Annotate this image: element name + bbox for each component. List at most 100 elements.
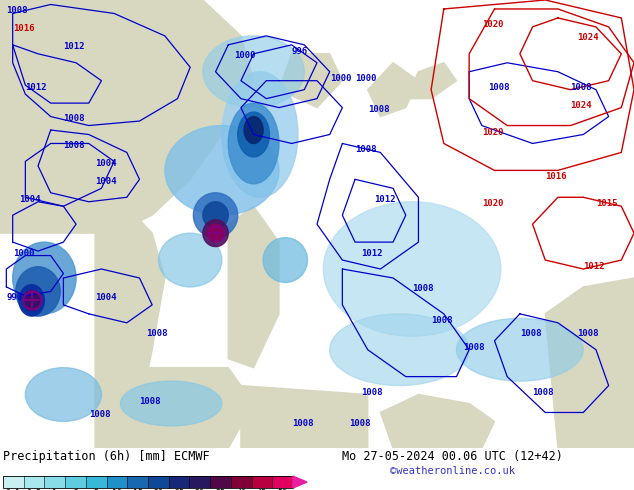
Text: 1008: 1008 — [146, 329, 167, 338]
Text: 1024: 1024 — [571, 100, 592, 110]
Bar — [65, 476, 86, 488]
Text: 1008: 1008 — [63, 114, 85, 123]
Text: 1008: 1008 — [89, 410, 110, 419]
Text: 1020: 1020 — [482, 127, 503, 137]
Text: 50: 50 — [278, 489, 288, 490]
Text: 30: 30 — [195, 489, 205, 490]
Text: 1012: 1012 — [63, 42, 85, 51]
Text: 1012: 1012 — [583, 262, 605, 271]
Polygon shape — [368, 63, 418, 117]
Ellipse shape — [203, 220, 228, 246]
Bar — [210, 476, 231, 488]
Polygon shape — [293, 476, 307, 488]
Text: 1008: 1008 — [355, 146, 377, 154]
Text: 1012: 1012 — [25, 83, 47, 92]
Bar — [127, 476, 148, 488]
Polygon shape — [228, 206, 279, 368]
Text: 1004: 1004 — [19, 195, 41, 204]
Polygon shape — [406, 63, 456, 98]
Bar — [148, 476, 169, 488]
Polygon shape — [241, 386, 368, 448]
Bar — [272, 476, 293, 488]
Text: 1016: 1016 — [13, 24, 34, 33]
Ellipse shape — [203, 36, 304, 108]
Text: 2: 2 — [73, 489, 78, 490]
Text: 1008: 1008 — [577, 329, 598, 338]
Ellipse shape — [16, 267, 60, 316]
Text: 1020: 1020 — [482, 199, 503, 208]
Ellipse shape — [244, 117, 263, 144]
Bar — [107, 476, 127, 488]
Ellipse shape — [238, 112, 269, 157]
Text: 20: 20 — [153, 489, 164, 490]
Text: 1008: 1008 — [520, 329, 541, 338]
Text: Mo 27-05-2024 00.06 UTC (12+42): Mo 27-05-2024 00.06 UTC (12+42) — [342, 450, 563, 464]
Polygon shape — [279, 54, 342, 108]
Bar — [252, 476, 272, 488]
Bar — [3, 476, 293, 488]
Text: 0.5: 0.5 — [27, 489, 42, 490]
Text: 1008: 1008 — [431, 316, 453, 325]
Text: 1000: 1000 — [355, 74, 377, 83]
Text: 996: 996 — [292, 47, 307, 56]
Bar — [231, 476, 252, 488]
Text: 1004: 1004 — [95, 294, 117, 302]
Ellipse shape — [165, 125, 279, 215]
Text: 15: 15 — [133, 489, 143, 490]
Ellipse shape — [158, 233, 222, 287]
Ellipse shape — [263, 238, 307, 282]
Ellipse shape — [19, 285, 44, 316]
Ellipse shape — [323, 202, 501, 336]
Ellipse shape — [24, 290, 39, 311]
Ellipse shape — [13, 242, 76, 314]
Text: 1008: 1008 — [361, 388, 383, 396]
Text: 10: 10 — [112, 489, 122, 490]
Text: 1000: 1000 — [330, 74, 351, 83]
Ellipse shape — [120, 381, 222, 426]
Text: 1020: 1020 — [482, 20, 503, 29]
Polygon shape — [545, 278, 634, 448]
Ellipse shape — [203, 202, 228, 229]
Text: 35: 35 — [216, 489, 226, 490]
Text: 1008: 1008 — [63, 141, 85, 150]
Text: 1016: 1016 — [545, 172, 567, 181]
Text: 990: 990 — [6, 294, 22, 302]
Text: 1008: 1008 — [292, 419, 313, 428]
Text: 5: 5 — [94, 489, 99, 490]
Text: 40: 40 — [236, 489, 246, 490]
Ellipse shape — [222, 72, 298, 197]
Ellipse shape — [207, 224, 224, 242]
Text: 1008: 1008 — [139, 396, 161, 406]
Polygon shape — [114, 368, 254, 448]
Text: 1024: 1024 — [577, 33, 598, 42]
Text: 1015: 1015 — [596, 199, 618, 208]
Text: 1008: 1008 — [488, 83, 510, 92]
Text: 1008: 1008 — [368, 105, 389, 114]
Bar — [190, 476, 210, 488]
Text: 1000: 1000 — [235, 51, 256, 60]
Text: 1: 1 — [52, 489, 57, 490]
Polygon shape — [95, 206, 165, 448]
Polygon shape — [0, 0, 254, 233]
Bar — [44, 476, 65, 488]
Ellipse shape — [228, 103, 279, 184]
Text: 0.1: 0.1 — [6, 489, 21, 490]
Text: 25: 25 — [174, 489, 184, 490]
Bar — [23, 476, 44, 488]
Ellipse shape — [25, 368, 101, 421]
Bar — [86, 476, 107, 488]
Text: 1004: 1004 — [95, 159, 117, 168]
Ellipse shape — [330, 314, 469, 386]
Text: 1012: 1012 — [374, 195, 396, 204]
Polygon shape — [380, 394, 495, 448]
Text: 1008: 1008 — [6, 6, 28, 16]
Text: 1004: 1004 — [95, 177, 117, 186]
Text: ©weatheronline.co.uk: ©weatheronline.co.uk — [390, 466, 515, 476]
Text: 1000: 1000 — [13, 248, 34, 258]
Text: 45: 45 — [257, 489, 267, 490]
Bar — [169, 476, 190, 488]
Text: 1012: 1012 — [361, 248, 383, 258]
Bar — [3, 476, 23, 488]
Ellipse shape — [456, 318, 583, 381]
Text: 1008: 1008 — [463, 343, 484, 352]
